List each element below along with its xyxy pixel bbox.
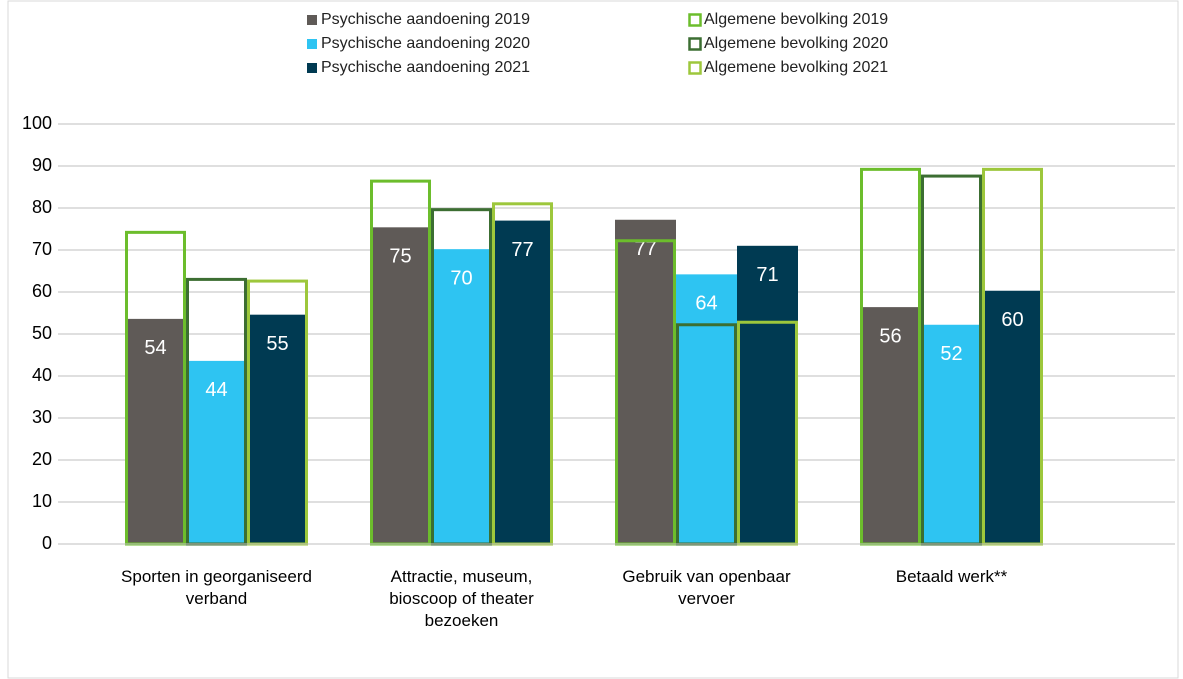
value-label: 54 [144,337,166,359]
legend-label: Psychische aandoening 2019 [321,11,530,28]
value-label: 56 [879,325,901,347]
value-label: 70 [450,267,472,289]
legend-label: Psychische aandoening 2021 [321,59,530,76]
value-label: 52 [940,343,962,365]
legend-label: Algemene bevolking 2021 [704,59,888,76]
bar [247,314,308,544]
bar [615,219,676,544]
frame [7,0,1179,679]
bar [860,307,921,544]
bar [737,245,798,545]
bar [370,227,431,544]
y-tick-label: 10 [32,491,52,511]
bar [431,249,492,544]
value-label: 77 [511,239,533,261]
y-tick-label: 50 [32,323,52,343]
bar [921,324,982,544]
x-tick-label: Gebruik van openbaar vervoer [622,567,791,608]
legend-swatch [688,13,702,27]
value-label: 75 [389,246,411,268]
bar [186,360,247,544]
x-tick-label: Sporten in georganiseerd verband [121,567,312,608]
y-tick-label: 100 [22,113,52,133]
legend-label: Algemene bevolking 2020 [704,35,888,52]
bar [492,220,553,544]
legend-label: Psychische aandoening 2020 [321,35,530,52]
bar [982,290,1043,544]
x-tick-label: Betaald werk** [895,567,1008,586]
y-tick-label: 40 [32,365,52,385]
legend-swatch [307,15,317,25]
x-tick-label: Attractie, museum, bioscoop of theater b… [389,567,534,630]
y-tick-label: 0 [42,533,52,553]
value-label: 44 [205,379,227,401]
y-tick-label: 60 [32,281,52,301]
bar [125,318,186,544]
bar [676,274,737,544]
value-label: 71 [756,264,778,286]
y-tick-label: 80 [32,197,52,217]
legend-label: Algemene bevolking 2019 [704,11,888,28]
value-label: 55 [266,333,288,355]
legend-swatch [688,37,702,51]
y-tick-label: 90 [32,155,52,175]
y-tick-label: 30 [32,407,52,427]
y-tick-label: 70 [32,239,52,259]
value-label: 64 [695,293,717,315]
legend-swatch [307,39,317,49]
value-label: 77 [634,238,656,260]
legend-swatch [688,61,702,75]
legend-swatch [307,63,317,73]
value-label: 60 [1001,309,1023,331]
y-tick-label: 20 [32,449,52,469]
